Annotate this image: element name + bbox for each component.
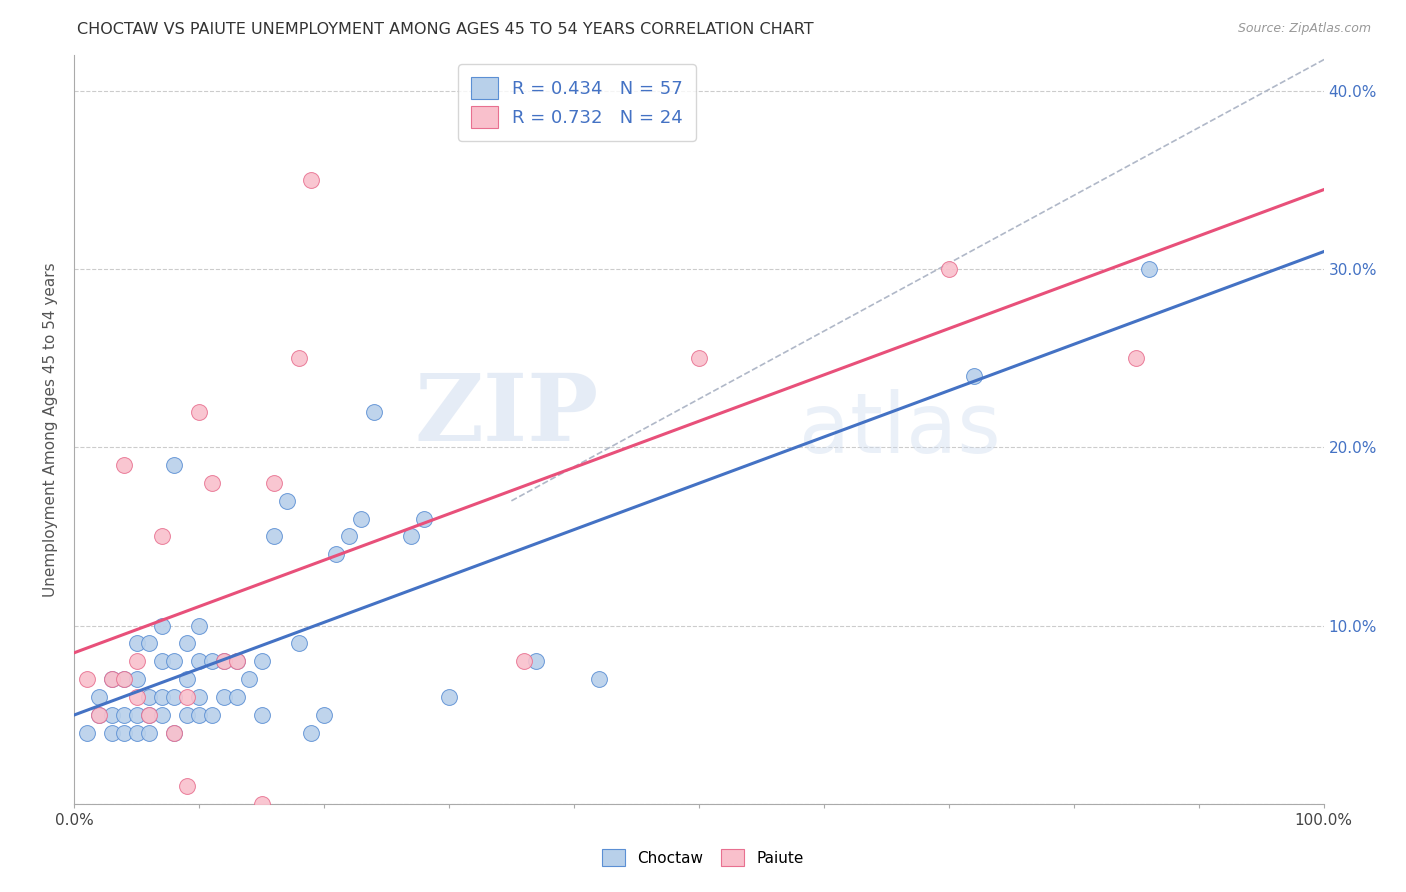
Point xyxy=(312,707,335,722)
Point xyxy=(238,672,260,686)
Point xyxy=(963,369,986,384)
Point xyxy=(688,351,710,366)
Text: Source: ZipAtlas.com: Source: ZipAtlas.com xyxy=(1237,22,1371,36)
Point xyxy=(437,690,460,704)
Point xyxy=(1137,262,1160,277)
Point xyxy=(200,475,222,490)
Legend: Choctaw, Paiute: Choctaw, Paiute xyxy=(595,842,811,873)
Point xyxy=(212,654,235,668)
Point xyxy=(200,654,222,668)
Point xyxy=(301,725,323,739)
Point xyxy=(125,636,148,650)
Point xyxy=(337,529,360,543)
Point xyxy=(250,707,273,722)
Point xyxy=(176,690,198,704)
Point xyxy=(76,672,98,686)
Point xyxy=(100,707,122,722)
Point xyxy=(163,725,186,739)
Point xyxy=(138,636,160,650)
Point xyxy=(938,262,960,277)
Point xyxy=(212,654,235,668)
Point xyxy=(138,707,160,722)
Point xyxy=(150,690,173,704)
Point xyxy=(325,547,347,561)
Point xyxy=(163,690,186,704)
Point xyxy=(513,654,536,668)
Point xyxy=(125,690,148,704)
Point xyxy=(212,690,235,704)
Y-axis label: Unemployment Among Ages 45 to 54 years: Unemployment Among Ages 45 to 54 years xyxy=(44,262,58,597)
Point xyxy=(276,493,298,508)
Point xyxy=(163,725,186,739)
Point xyxy=(125,725,148,739)
Point xyxy=(100,725,122,739)
Point xyxy=(288,636,311,650)
Point xyxy=(188,618,211,632)
Point xyxy=(363,405,385,419)
Point xyxy=(176,672,198,686)
Point xyxy=(401,529,423,543)
Point xyxy=(150,654,173,668)
Point xyxy=(112,458,135,473)
Point xyxy=(188,690,211,704)
Text: atlas: atlas xyxy=(799,389,1001,470)
Point xyxy=(150,618,173,632)
Point xyxy=(163,654,186,668)
Point xyxy=(138,725,160,739)
Point xyxy=(200,707,222,722)
Point xyxy=(225,654,247,668)
Point xyxy=(112,725,135,739)
Point xyxy=(87,707,110,722)
Point xyxy=(176,707,198,722)
Point xyxy=(176,636,198,650)
Point xyxy=(225,690,247,704)
Point xyxy=(100,672,122,686)
Legend: R = 0.434   N = 57, R = 0.732   N = 24: R = 0.434 N = 57, R = 0.732 N = 24 xyxy=(458,64,696,141)
Point xyxy=(100,672,122,686)
Point xyxy=(125,707,148,722)
Point xyxy=(301,173,323,187)
Point xyxy=(188,654,211,668)
Point xyxy=(125,672,148,686)
Point xyxy=(225,654,247,668)
Point xyxy=(250,654,273,668)
Point xyxy=(125,654,148,668)
Point xyxy=(87,707,110,722)
Point xyxy=(413,511,436,525)
Point xyxy=(263,529,285,543)
Point xyxy=(288,351,311,366)
Point xyxy=(350,511,373,525)
Point xyxy=(87,690,110,704)
Point xyxy=(588,672,610,686)
Point xyxy=(138,690,160,704)
Point xyxy=(526,654,548,668)
Point xyxy=(150,529,173,543)
Text: CHOCTAW VS PAIUTE UNEMPLOYMENT AMONG AGES 45 TO 54 YEARS CORRELATION CHART: CHOCTAW VS PAIUTE UNEMPLOYMENT AMONG AGE… xyxy=(77,22,814,37)
Point xyxy=(112,672,135,686)
Point xyxy=(138,707,160,722)
Point xyxy=(112,707,135,722)
Point xyxy=(263,475,285,490)
Point xyxy=(163,458,186,473)
Text: ZIP: ZIP xyxy=(415,369,599,459)
Point xyxy=(188,405,211,419)
Point xyxy=(112,672,135,686)
Point xyxy=(150,707,173,722)
Point xyxy=(176,779,198,793)
Point xyxy=(76,725,98,739)
Point xyxy=(250,797,273,811)
Point xyxy=(1125,351,1147,366)
Point xyxy=(188,707,211,722)
